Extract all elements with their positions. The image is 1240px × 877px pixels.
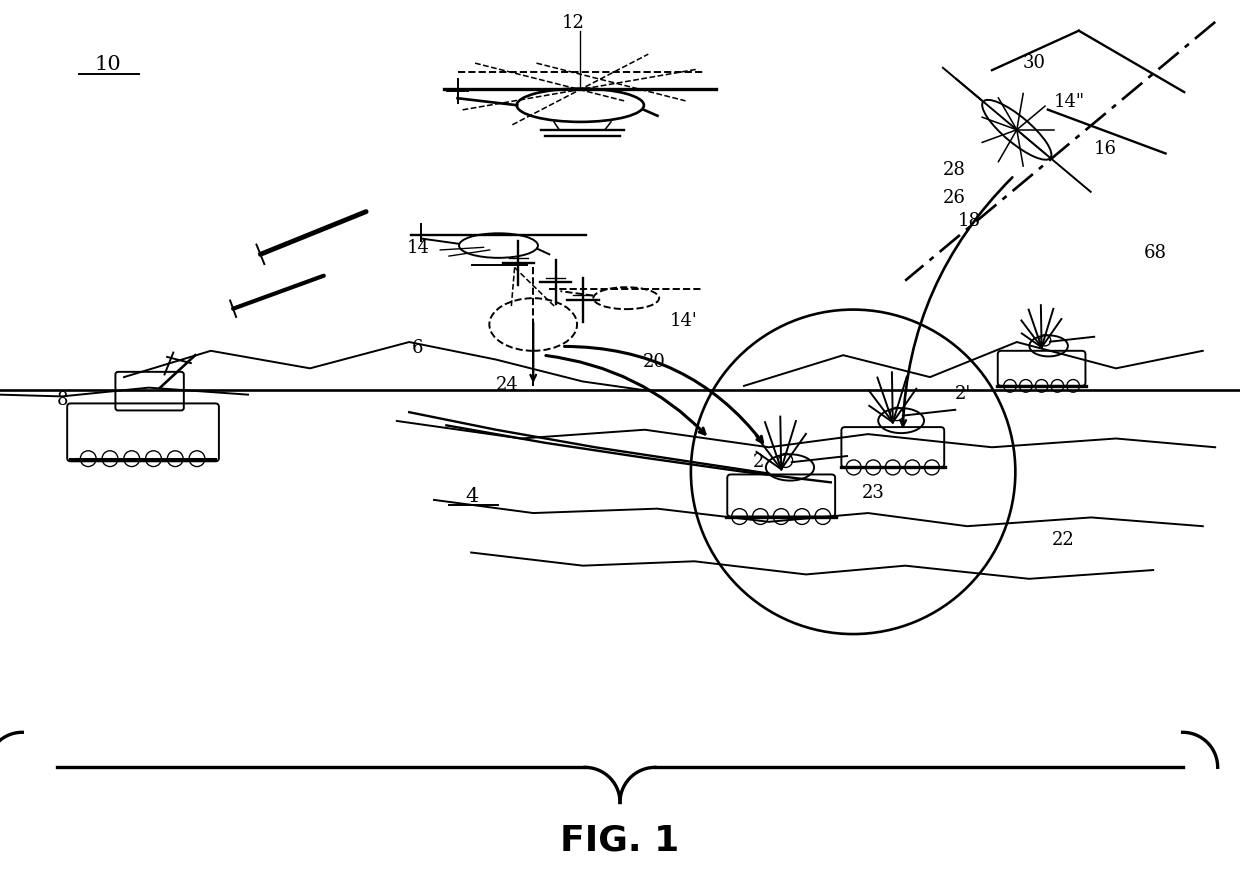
Text: 4: 4 <box>465 487 479 506</box>
Text: 8: 8 <box>57 391 68 410</box>
Text: 30: 30 <box>1023 54 1047 73</box>
Text: FIG. 1: FIG. 1 <box>560 824 680 858</box>
Text: 18: 18 <box>957 212 981 231</box>
Text: 12: 12 <box>562 14 584 32</box>
Text: 20: 20 <box>642 353 665 371</box>
Text: 6: 6 <box>412 339 423 358</box>
Text: 16: 16 <box>1094 140 1117 159</box>
Text: 68: 68 <box>1143 244 1167 262</box>
Text: 26: 26 <box>942 189 965 208</box>
Text: 2': 2' <box>955 385 971 403</box>
Text: 14: 14 <box>407 239 429 257</box>
Text: 23: 23 <box>862 484 884 503</box>
Text: 24: 24 <box>496 376 518 395</box>
Text: 14": 14" <box>1054 93 1085 111</box>
Text: 2: 2 <box>753 453 764 471</box>
Text: 10: 10 <box>94 55 122 75</box>
Text: 22: 22 <box>1052 531 1074 550</box>
Text: 14': 14' <box>670 312 697 331</box>
Text: 28: 28 <box>942 161 965 180</box>
